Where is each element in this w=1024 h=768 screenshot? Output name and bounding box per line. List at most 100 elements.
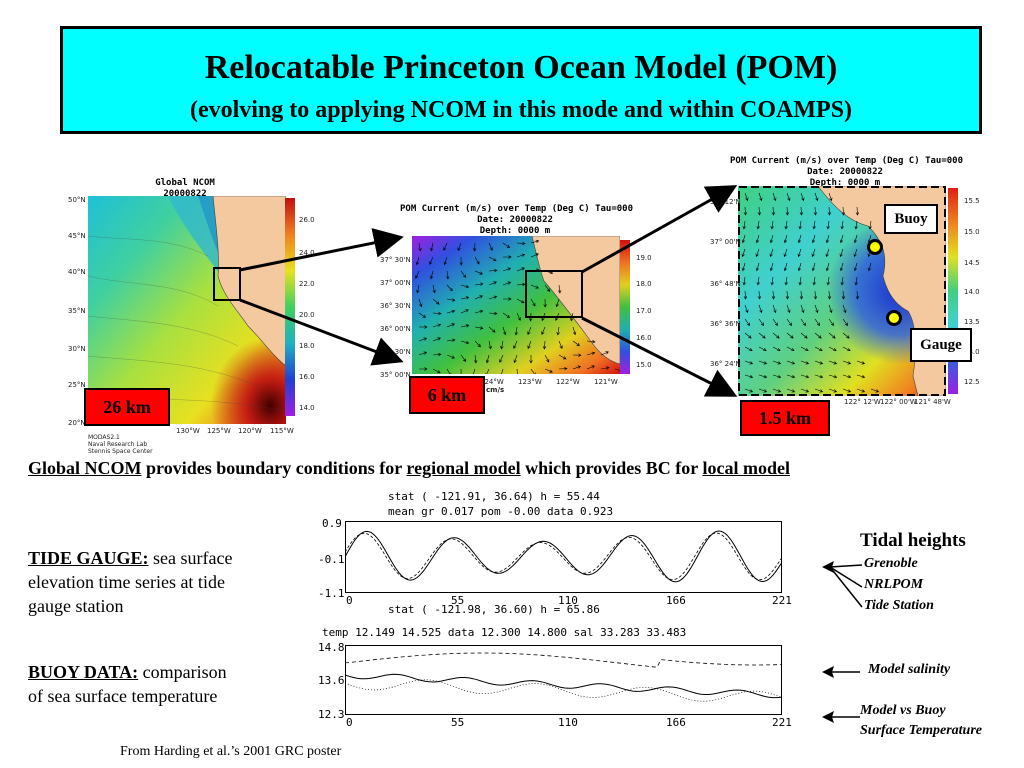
regional-colorbar-tick: 17.0: [636, 307, 652, 315]
local-scale-badge: 1.5 km: [740, 400, 830, 436]
global-lat-label: 35°N: [68, 307, 86, 315]
sst-plot-xtick: 221: [772, 716, 792, 729]
local-lon-label: 121° 48'W: [914, 398, 951, 406]
global-colorbar-tick: 24.0: [299, 249, 315, 257]
local-colorbar-tick: 14.0: [964, 288, 980, 296]
regional-lat-label: 36° 30'N: [380, 302, 411, 310]
regional-lon-label: 122°W: [556, 378, 580, 386]
regional-lat-label: 36° 00'N: [380, 325, 411, 333]
regional-title-line2: Date: 20000822: [477, 215, 553, 225]
local-colorbar-tick: 13.5: [964, 318, 980, 326]
global-map-title-line1: Global NCOM: [155, 178, 215, 188]
global-lat-label: 30°N: [68, 345, 86, 353]
model-salinity-note: Model salinity: [868, 662, 951, 677]
regional-colorbar-tick: 18.0: [636, 280, 652, 288]
sst-note-line2: Surface Temperature: [860, 723, 982, 738]
caption-global-ncom: Global NCOM: [28, 458, 142, 478]
regional-lat-label: 35° 00'N: [380, 371, 411, 379]
sst-plot-header-2: temp 12.149 14.525 data 12.300 14.800 sa…: [322, 626, 687, 639]
global-colorbar-tick: 16.0: [299, 373, 315, 381]
model-hierarchy-caption: Global NCOM provides boundary conditions…: [28, 458, 790, 479]
tide-gauge-description: TIDE GAUGE: sea surface elevation time s…: [28, 546, 308, 618]
global-lat-label: 50°N: [68, 196, 86, 204]
global-lat-label: 25°N: [68, 381, 86, 389]
sst-plot-xtick: 166: [666, 716, 686, 729]
local-lon-label: 122° 00'W: [880, 398, 917, 406]
caption-local-model: local model: [702, 458, 790, 478]
local-lat-label: 36° 36'N: [710, 320, 741, 328]
global-colorbar-tick: 18.0: [299, 342, 315, 350]
global-lon-label: 115°W: [270, 427, 294, 435]
page-subtitle: (evolving to applying NCOM in this mode …: [189, 97, 853, 123]
local-colorbar-tick: 15.5: [964, 197, 980, 205]
regional-colorbar-tick: 15.0: [636, 361, 652, 369]
tide-plot-header-2: mean gr 0.017 pom -0.00 data 0.923: [388, 505, 614, 518]
regional-current-vectors: [415, 239, 620, 374]
regional-title-line3: Depth: 0000 m: [479, 226, 551, 236]
local-colorbar-tick: 14.5: [964, 259, 980, 267]
global-ncom-map: [88, 196, 286, 424]
buoy-marker: [867, 239, 883, 255]
local-lon-label: 122° 12'W: [844, 398, 881, 406]
tide-plot: [345, 521, 782, 593]
global-lat-label: 20°N: [68, 419, 86, 427]
regional-lon-label: 121°W: [594, 378, 618, 386]
title-banner: Relocatable Princeton Ocean Model (POM) …: [60, 26, 982, 134]
buoy-body-1: comparison: [138, 662, 227, 682]
regional-map-title: POM Current (m/s) over Temp (Deg C) Tau=…: [400, 204, 633, 237]
tide-plot-xtick: 55: [451, 594, 465, 607]
tidal-note-station: Tide Station: [864, 598, 934, 613]
gauge-marker: [886, 310, 902, 326]
tide-body-3: gauge station: [28, 596, 124, 616]
tide-body-1: sea surface: [148, 548, 233, 568]
page-title: Relocatable Princeton Ocean Model (POM): [204, 49, 838, 86]
local-title-line1: POM Current (m/s) over Temp (Deg C) Tau=…: [730, 156, 963, 166]
caption-regional-model: regional model: [406, 458, 521, 478]
sst-plot-ytick: 12.3: [318, 708, 345, 721]
global-credit-line1: MODAS2.1: [88, 434, 120, 441]
regional-lat-label: 37° 00'N: [380, 279, 411, 287]
tide-gauge-heading: TIDE GAUGE:: [28, 548, 149, 568]
tidal-note-grenoble: Grenoble: [864, 556, 918, 571]
sst-series-buoy: [345, 679, 782, 702]
local-lat-label: 37° 00'N: [710, 238, 741, 246]
tide-plot-ytick: -0.1: [318, 553, 345, 566]
sst-plot-ytick: 14.8: [318, 641, 345, 654]
caption-text-2: which provides BC for: [520, 458, 703, 478]
global-lat-label: 40°N: [68, 268, 86, 276]
local-lat-label: 36° 48'N: [710, 280, 741, 288]
regional-scale-badge: 6 km: [409, 376, 485, 414]
tide-series-station: [345, 532, 782, 581]
sst-plot-xtick: 0: [346, 716, 353, 729]
regional-title-line1: POM Current (m/s) over Temp (Deg C) Tau=…: [400, 204, 633, 214]
tide-plot-xtick: 0: [346, 594, 353, 607]
regional-vector-unit: cm/s: [486, 386, 505, 394]
local-colorbar-tick: 12.5: [964, 378, 980, 386]
tide-plot-header-1: stat ( -121.91, 36.64) h = 55.44: [388, 490, 600, 503]
global-colorbar-tick: 20.0: [299, 311, 315, 319]
global-map-credit: MODAS2.1 Naval Research Lab Stennis Spac…: [88, 434, 153, 455]
sst-series-salinity: [345, 652, 782, 668]
tide-plot-xtick: 166: [666, 594, 686, 607]
global-colorbar-tick: 22.0: [299, 280, 315, 288]
local-title-line3: Depth: 0000 m: [809, 178, 881, 188]
buoy-body-2: of sea surface temperature: [28, 686, 218, 706]
tide-plot-ytick: -1.1: [318, 587, 345, 600]
local-map-title: POM Current (m/s) over Temp (Deg C) Tau=…: [730, 156, 963, 189]
caption-text-1: provides boundary conditions for: [141, 458, 407, 478]
sst-plot-ytick: 13.6: [318, 674, 345, 687]
buoy-data-heading: BUOY DATA:: [28, 662, 139, 682]
regional-colorbar-tick: 19.0: [636, 254, 652, 262]
global-map-title: Global NCOM 20000822: [130, 178, 240, 200]
regional-colorbar: [620, 240, 630, 374]
regional-lat-label: 37° 30'N: [380, 256, 411, 264]
global-colorbar: [285, 198, 295, 416]
global-credit-line3: Stennis Space Center: [88, 448, 153, 455]
regional-lon-label: 123°W: [518, 378, 542, 386]
regional-pom-map: [412, 236, 620, 374]
tide-plot-ytick: 0.9: [322, 517, 342, 530]
global-lon-label: 120°W: [238, 427, 262, 435]
global-colorbar-tick: 26.0: [299, 216, 315, 224]
sst-plot: [345, 645, 782, 715]
